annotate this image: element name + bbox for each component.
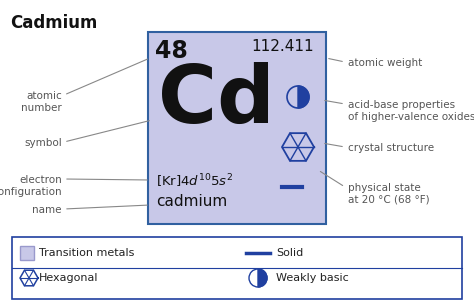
Text: $[\mathrm{Kr}]4d^{10}5s^{2}$: $[\mathrm{Kr}]4d^{10}5s^{2}$	[156, 172, 233, 189]
Text: symbol: symbol	[24, 138, 62, 148]
Text: Hexagonal: Hexagonal	[39, 273, 99, 283]
Text: 112.411: 112.411	[251, 39, 314, 54]
Text: Cadmium: Cadmium	[10, 14, 97, 32]
FancyBboxPatch shape	[148, 32, 326, 224]
Text: name: name	[33, 205, 62, 215]
Text: Transition metals: Transition metals	[39, 248, 134, 258]
Text: electron
configuration: electron configuration	[0, 175, 62, 197]
Wedge shape	[258, 269, 267, 287]
Text: Cd: Cd	[158, 62, 275, 140]
Text: cadmium: cadmium	[156, 194, 227, 209]
Text: Weakly basic: Weakly basic	[276, 273, 349, 283]
Text: atomic weight: atomic weight	[348, 58, 422, 68]
Text: atomic
number: atomic number	[21, 91, 62, 112]
Text: crystal structure: crystal structure	[348, 143, 434, 153]
Text: 48: 48	[155, 39, 188, 63]
Wedge shape	[298, 86, 309, 108]
Text: physical state
at 20 °C (68 °F): physical state at 20 °C (68 °F)	[348, 183, 429, 205]
FancyBboxPatch shape	[20, 246, 34, 260]
FancyBboxPatch shape	[12, 237, 462, 299]
Text: acid-base properties
of higher-valence oxides: acid-base properties of higher-valence o…	[348, 100, 474, 122]
Text: Solid: Solid	[276, 248, 303, 258]
